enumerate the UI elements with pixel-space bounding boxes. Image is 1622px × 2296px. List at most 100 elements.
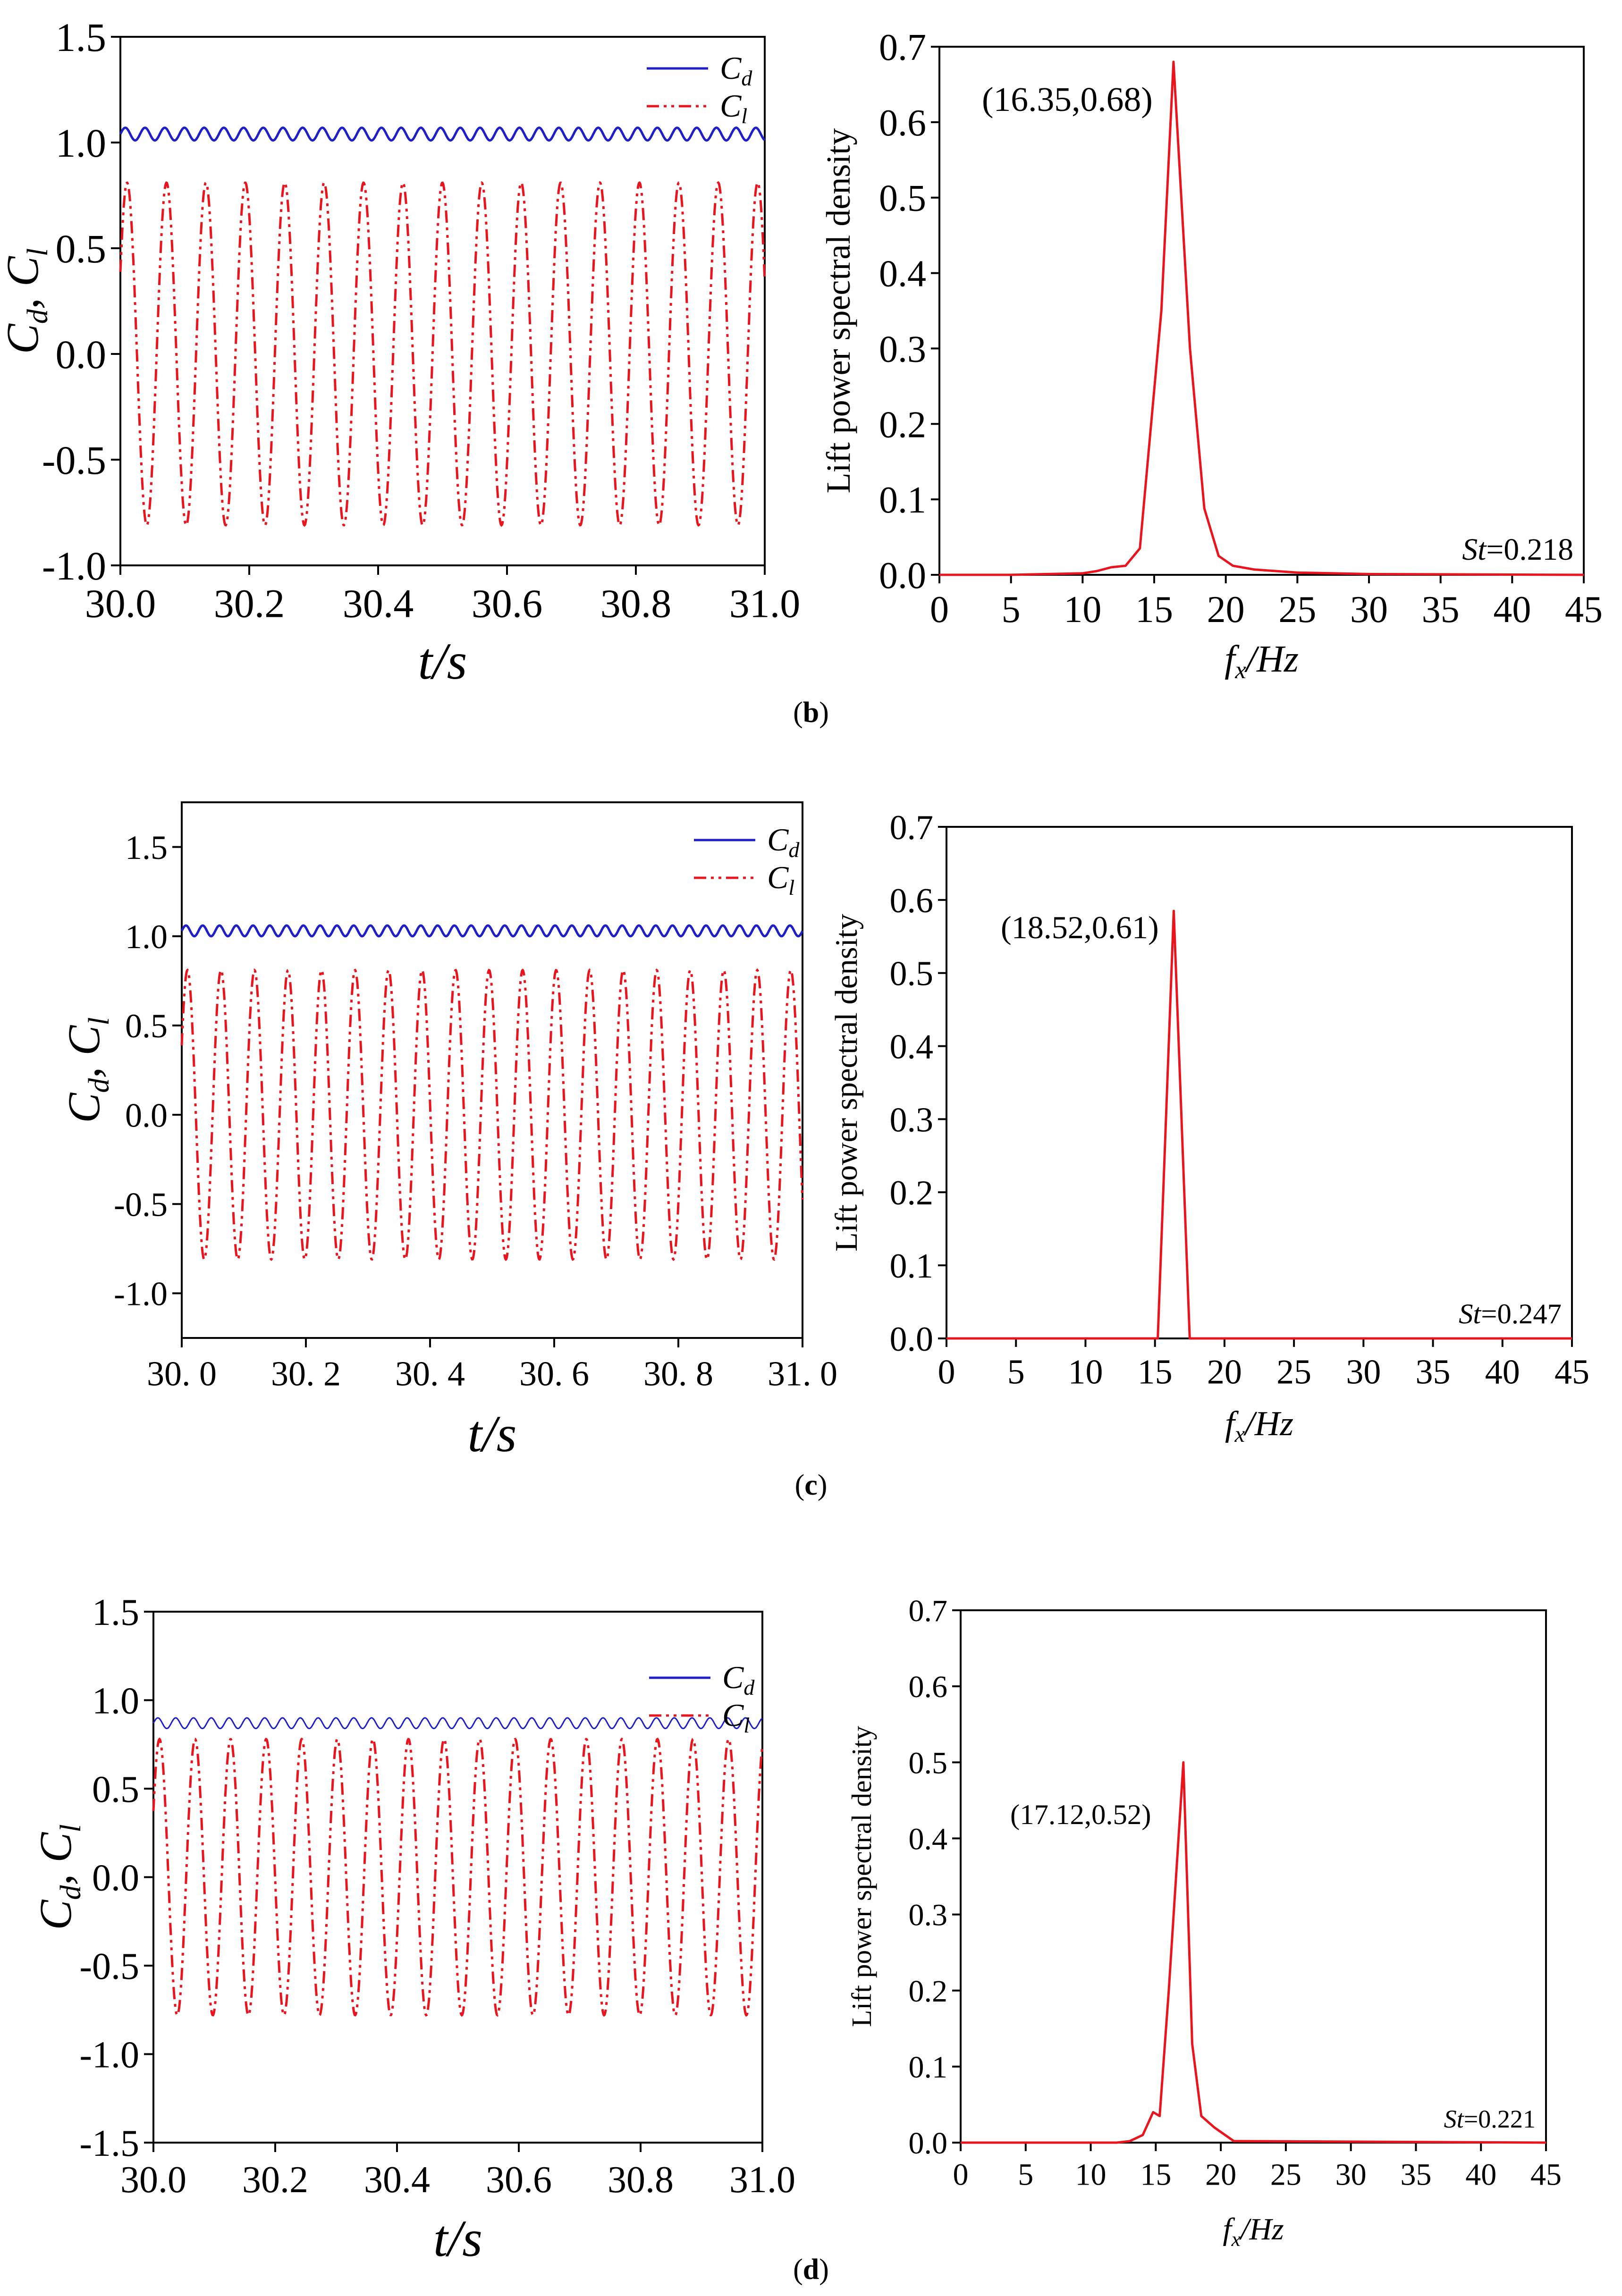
panel-d-psd-ytick-label: 0.4 xyxy=(909,1822,948,1857)
panel-d-psd-ylabel: Lift power spectral density xyxy=(846,1726,877,2027)
panel-b-psd-xtick-label: 0 xyxy=(930,589,949,631)
panel-b-psd-xtick-label: 20 xyxy=(1207,589,1245,631)
panel-b-psd-ylabel: Lift power spectral density xyxy=(819,128,857,494)
panel-c-psd-xtick-label: 10 xyxy=(1068,1353,1103,1392)
panel-d-psd-xtick-label: 45 xyxy=(1530,2158,1562,2192)
panel-b-psd-xtick-label: 5 xyxy=(1002,589,1021,631)
panel-b-time-series-cl xyxy=(119,181,766,527)
panel-d-psd-st-label: St=0.221 xyxy=(1444,2105,1536,2133)
panel-b-time-xlabel: t/s xyxy=(418,632,467,690)
panel-d-psd-ytick-label: 0.1 xyxy=(909,2050,948,2085)
panel-b-time-xtick-label: 30.4 xyxy=(343,581,414,626)
panel-c-psd-xtick-label: 40 xyxy=(1485,1353,1520,1392)
panel-b-time-xtick-label: 30.0 xyxy=(85,581,156,626)
panel-c-psd-xtick-label: 5 xyxy=(1007,1353,1025,1392)
panel-b-time-xtick-label: 30.2 xyxy=(214,581,285,626)
panel-b-psd-ytick-label: 0.5 xyxy=(879,178,926,219)
panel-d-psd-ytick-label: 0.6 xyxy=(909,1670,948,1704)
panel-b-time-xtick-label: 30.8 xyxy=(600,581,672,626)
panel-d-psd-xtick-label: 5 xyxy=(1018,2158,1033,2192)
panel-c-time-xtick-label: 30. 2 xyxy=(271,1355,341,1394)
panel-b-time-ytick-label: 0.0 xyxy=(56,332,107,377)
panel-d-psd-xtick-label: 30 xyxy=(1335,2158,1367,2192)
panel-b-time-ytick-label: 1.0 xyxy=(56,120,107,166)
panel-b-psd-ytick-label: 0.7 xyxy=(879,27,926,68)
panel-b-time-ytick-label: 0.5 xyxy=(56,226,107,271)
panel-b-psd-ytick-label: 0.1 xyxy=(879,479,926,521)
panel-c-time-ytick-label: 0.5 xyxy=(125,1007,168,1045)
panel-b-psd-xlabel: fx/Hz xyxy=(1225,639,1299,684)
panel-d-time-legend-cd-label: Cd xyxy=(722,1659,755,1699)
panel-c-time-series-cl xyxy=(180,968,804,1262)
panel-c-time-ytick-label: 1.5 xyxy=(125,829,168,866)
panel-d-psd-ytick-label: 0.3 xyxy=(909,1898,948,1933)
panel-c-time-xtick-label: 30. 4 xyxy=(395,1355,465,1394)
panel-label-d: (d) xyxy=(793,2254,829,2286)
panel-c-psd-st-label: St=0.247 xyxy=(1459,1298,1562,1330)
panel-b-psd-xtick-label: 15 xyxy=(1135,589,1173,631)
panel-c-psd-xtick-label: 45 xyxy=(1554,1353,1589,1392)
panel-c-time-ytick-label: 0.0 xyxy=(125,1096,168,1134)
panel-d-psd-ytick-label: 0.2 xyxy=(909,1974,948,2009)
panel-c-time-frame xyxy=(181,801,803,1339)
panel-c-psd-ytick-label: 0.7 xyxy=(890,808,934,847)
panel-d-psd-ytick-label: 0.0 xyxy=(909,2126,948,2161)
panel-b-time-ytick-label: -0.5 xyxy=(42,437,106,483)
panel-b-psd-xtick-label: 25 xyxy=(1278,589,1316,631)
panel-c-time-xtick-label: 30. 6 xyxy=(519,1355,589,1394)
panel-d-time-ytick-label: -0.5 xyxy=(79,1946,139,1987)
panel-c-psd-ytick-label: 0.2 xyxy=(890,1174,934,1212)
panel-d-time-legend-cl-label: Cl xyxy=(722,1697,750,1737)
panel-c-time-legend-cd-label: Cd xyxy=(767,822,800,862)
panel-c-psd-xtick-label: 15 xyxy=(1138,1353,1173,1392)
panel-c-psd-ytick-label: 0.4 xyxy=(890,1027,934,1066)
panel-c-time-ylabel: Cd, Cl xyxy=(59,1017,115,1123)
panel-d-psd-xtick-label: 15 xyxy=(1140,2158,1171,2192)
panel-b-time-xtick-label: 30.6 xyxy=(472,581,543,626)
panel-label-b: (b) xyxy=(793,697,829,729)
panel-d-time-ytick-label: -1.0 xyxy=(79,2035,139,2076)
panel-c-psd-ylabel: Lift power spectral density xyxy=(829,913,864,1251)
panel-c-time-ytick-label: -1.0 xyxy=(114,1275,168,1313)
panel-c-psd-xtick-label: 0 xyxy=(938,1353,955,1392)
panel-b-time-legend-cl-label: Cl xyxy=(720,88,747,128)
panel-label-b-letter: b xyxy=(803,697,819,729)
panel-c-psd-xtick-label: 30 xyxy=(1346,1353,1381,1392)
panel-b-psd-frame xyxy=(938,46,1585,576)
panel-b-psd-st-label: St=0.218 xyxy=(1462,533,1573,567)
panel-c-time-series-cd xyxy=(180,924,804,938)
panel-d-psd-ytick-label: 0.7 xyxy=(909,1594,948,1628)
panel-b-psd-ytick-label: 0.0 xyxy=(879,555,926,597)
panel-d-time-xlabel: t/s xyxy=(433,2210,482,2267)
panel-label-c-letter: c xyxy=(804,1469,818,1501)
panel-d-time-xtick-label: 30.6 xyxy=(486,2159,552,2201)
panel-d-time-xtick-label: 31.0 xyxy=(729,2159,795,2201)
panel-b-psd-xtick-label: 40 xyxy=(1493,589,1531,631)
panel-c-psd-series-psd xyxy=(946,909,1572,1340)
panel-b-psd-ytick-label: 0.6 xyxy=(879,102,926,144)
panel-d-time-xtick-label: 30.2 xyxy=(242,2159,308,2201)
panel-b-psd-xtick-label: 45 xyxy=(1565,589,1603,631)
panel-b-time-xtick-label: 31.0 xyxy=(729,581,801,626)
panel-c-psd-frame xyxy=(946,826,1573,1339)
panel-d-time-series-cl xyxy=(152,1737,764,2017)
panel-c-time-ytick-label: -0.5 xyxy=(114,1186,168,1223)
panel-d-psd-xtick-label: 20 xyxy=(1205,2158,1236,2192)
panel-d-psd-xtick-label: 10 xyxy=(1075,2158,1107,2192)
panel-d-psd-xtick-label: 0 xyxy=(953,2158,969,2192)
panel-c-psd-xlabel: fx/Hz xyxy=(1225,1405,1293,1447)
panel-b-psd-ytick-label: 0.2 xyxy=(879,404,926,446)
panel-b-psd-ytick-label: 0.4 xyxy=(879,253,926,295)
panel-c-psd-ytick-label: 0.3 xyxy=(890,1101,934,1139)
panel-b-time-ytick-label: 1.5 xyxy=(56,15,107,60)
panel-c-time-xtick-label: 30. 8 xyxy=(643,1355,713,1394)
panel-c-time-xtick-label: 31. 0 xyxy=(768,1355,837,1394)
panel-d-psd-xlabel: fx/Hz xyxy=(1223,2212,1284,2251)
panel-b-psd-xtick-label: 30 xyxy=(1350,589,1388,631)
panel-d-psd-ytick-label: 0.5 xyxy=(909,1746,948,1780)
panel-c-psd-ytick-label: 0.0 xyxy=(890,1320,934,1359)
panel-b-psd-series-psd xyxy=(939,60,1584,576)
panel-c-psd-ytick-label: 0.6 xyxy=(890,882,934,920)
